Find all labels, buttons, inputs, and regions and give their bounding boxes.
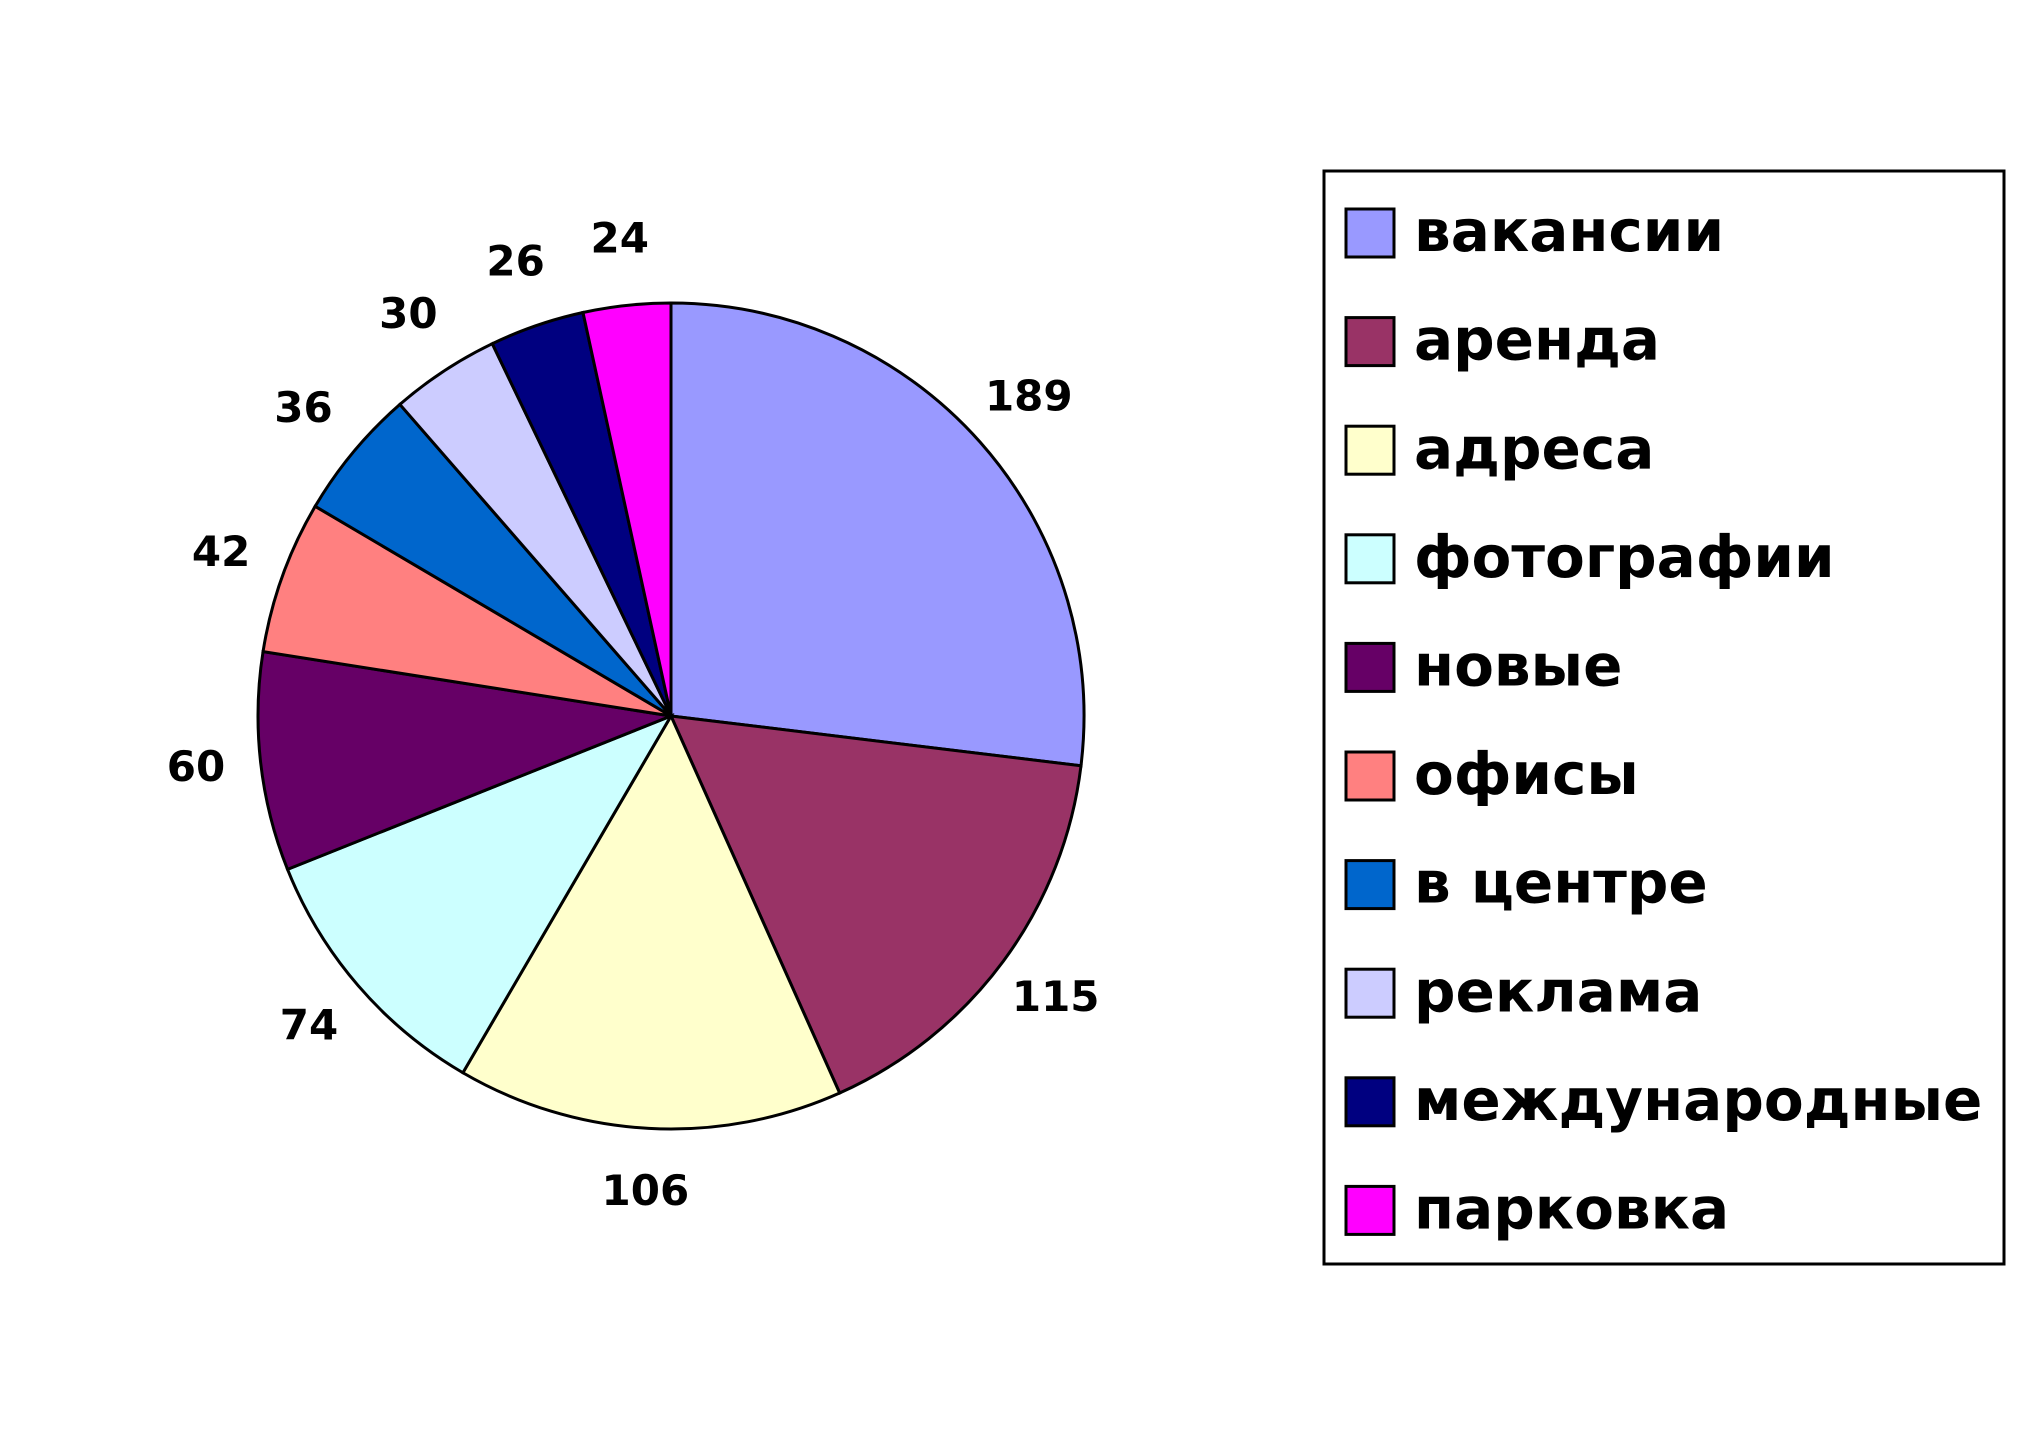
legend-label: аренда xyxy=(1414,306,1660,374)
legend-swatch xyxy=(1344,641,1396,693)
legend-swatch xyxy=(1344,1076,1396,1128)
pie-slice xyxy=(581,301,673,717)
legend-label: новые xyxy=(1414,632,1622,700)
legend-box xyxy=(1322,169,2006,1266)
legend-swatch xyxy=(1344,316,1396,368)
pie-slice xyxy=(668,714,1083,1095)
legend-label: адреса xyxy=(1414,414,1654,482)
data-label: 74 xyxy=(280,1001,338,1050)
data-label: 115 xyxy=(1012,972,1100,1021)
legend-swatch xyxy=(1344,967,1396,1019)
pie-slice xyxy=(261,504,672,718)
data-label: 60 xyxy=(167,742,225,791)
data-label: 26 xyxy=(486,236,544,285)
data-label: 36 xyxy=(274,383,332,432)
data-label: 30 xyxy=(379,289,437,338)
legend-swatch xyxy=(1344,207,1396,259)
legend-swatch xyxy=(1344,424,1396,476)
legend-swatch xyxy=(1344,533,1396,585)
legend-label: фотографии xyxy=(1414,523,1835,591)
pie-slice xyxy=(669,301,1086,768)
data-label: 24 xyxy=(591,213,649,262)
legend-label: офисы xyxy=(1414,740,1639,808)
legend-label: парковка xyxy=(1414,1175,1729,1243)
legend-swatch xyxy=(1344,859,1396,911)
legend-label: в центре xyxy=(1414,849,1708,917)
data-label: 189 xyxy=(985,372,1073,421)
pie-slice xyxy=(460,712,842,1131)
pie-slice xyxy=(285,712,675,1075)
data-label: 106 xyxy=(602,1166,690,1215)
legend-swatch xyxy=(1344,1184,1396,1236)
data-label: 42 xyxy=(192,527,250,576)
pie-slice xyxy=(256,649,677,872)
legend-swatch xyxy=(1344,750,1396,802)
legend-label: международные xyxy=(1414,1066,1982,1134)
legend-label: реклама xyxy=(1414,957,1702,1025)
legend-label: вакансии xyxy=(1414,197,1724,265)
